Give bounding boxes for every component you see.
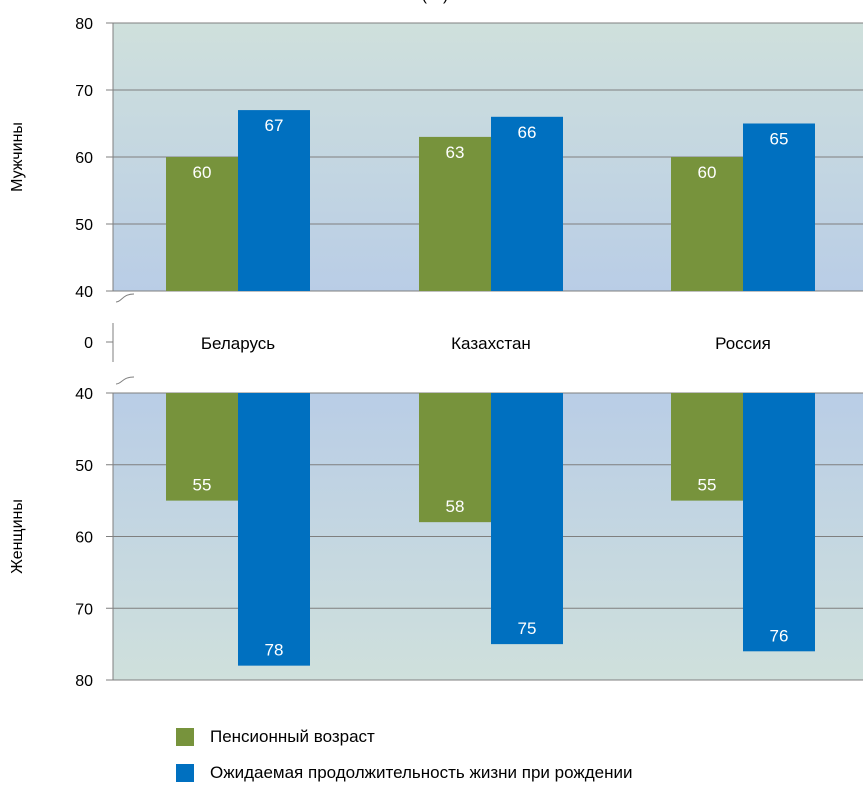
data-label-0-1-0: 67 [265,116,284,135]
y-tick-label-0-2: 60 [75,150,93,167]
y-tick-label-1-0: 40 [75,386,93,403]
bar-1-1-1 [491,393,563,645]
data-label-1-0-0: 55 [193,476,212,495]
bar-1-0-2 [671,393,743,501]
axis-break-label: 0 [84,335,93,352]
data-label-0-1-1: 66 [518,123,537,142]
category-label-1: Казахстан [451,334,531,353]
data-label-0-1-2: 65 [770,130,789,149]
legend-label-pension: Пенсионный возраст [210,727,375,746]
y-tick-label-1-4: 80 [75,673,93,690]
category-label-2: Россия [715,334,771,353]
y-tick-label-0-4: 80 [75,16,93,33]
data-label-1-1-0: 78 [265,641,284,660]
y-tick-label-0-1: 50 [75,217,93,234]
y-axis-title-1: Женщины [9,499,26,574]
legend-item-life-expectancy: Ожидаемая продолжительность жизни при ро… [176,763,633,783]
bar-0-0-2 [671,157,743,291]
bar-0-0-0 [166,157,238,291]
bar-1-1-0 [238,393,310,666]
legend-swatch-pension [176,728,194,746]
legend-item-pension: Пенсионный возраст [176,727,375,747]
data-label-1-1-1: 75 [518,619,537,638]
bar-0-1-2 [743,123,815,291]
bar-1-0-1 [419,393,491,523]
y-axis-title-0: Мужчины [9,122,26,192]
bar-0-1-1 [491,116,563,291]
data-label-0-0-1: 63 [446,143,465,162]
category-label-0: Беларусь [201,334,275,353]
y-tick-label-1-3: 70 [75,601,93,618]
axis-break-squiggle-top [115,293,135,303]
chart-title: (…) [422,0,449,4]
y-tick-label-1-2: 60 [75,530,93,547]
data-label-1-0-1: 58 [446,497,465,516]
y-tick-label-1-1: 50 [75,458,93,475]
data-label-1-1-2: 76 [770,626,789,645]
bar-0-0-1 [419,136,491,291]
bar-0-1-0 [238,110,310,291]
bar-1-1-2 [743,393,815,652]
axis-break-squiggle-bottom [115,376,135,385]
y-tick-label-0-0: 40 [75,284,93,301]
data-label-0-0-0: 60 [193,163,212,182]
data-label-1-0-2: 55 [698,476,717,495]
y-tick-label-0-3: 70 [75,83,93,100]
chart: 40 50 60 70 80 Мужчины 40 50 60 70 80 Женщины 0 60 63… [9,0,863,690]
legend-label-life-expectancy: Ожидаемая продолжительность жизни при ро… [210,763,633,782]
data-label-0-0-2: 60 [698,163,717,182]
bar-1-0-0 [166,393,238,501]
legend-swatch-life-expectancy [176,764,194,782]
